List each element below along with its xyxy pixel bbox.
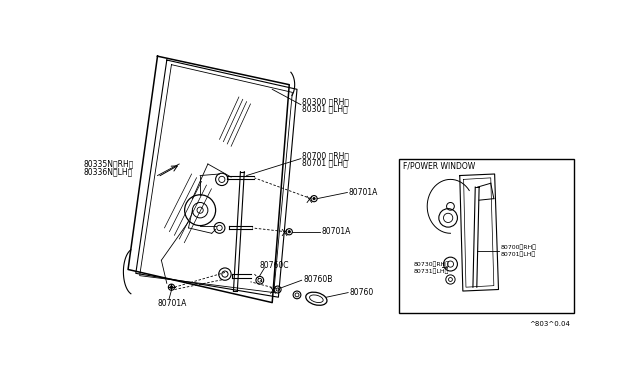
Text: 80701A: 80701A (349, 188, 378, 197)
Circle shape (313, 198, 316, 200)
Circle shape (170, 286, 173, 289)
Text: 80701〈LH〉: 80701〈LH〉 (501, 251, 536, 257)
Text: 80730〈RH〉: 80730〈RH〉 (413, 261, 449, 267)
Text: 80760C: 80760C (260, 261, 289, 270)
Text: 80701A: 80701A (157, 299, 187, 308)
Text: 80760: 80760 (349, 288, 374, 297)
Text: 80701A: 80701A (322, 227, 351, 236)
Text: 80301 〈LH〉: 80301 〈LH〉 (303, 105, 348, 114)
Text: 80700 〈RH〉: 80700 〈RH〉 (303, 151, 349, 160)
Text: 80300 〈RH〉: 80300 〈RH〉 (303, 97, 349, 106)
Text: F/POWER WINDOW: F/POWER WINDOW (403, 162, 476, 171)
Text: 80701 〈LH〉: 80701 〈LH〉 (303, 159, 348, 168)
Text: 80700〈RH〉: 80700〈RH〉 (501, 244, 537, 250)
Text: 80336N〈LH〉: 80336N〈LH〉 (84, 167, 133, 176)
Circle shape (197, 207, 204, 213)
Text: ^803^0.04: ^803^0.04 (529, 321, 570, 327)
Bar (399, 158, 573, 312)
Text: 80731〈LH〉: 80731〈LH〉 (413, 268, 449, 274)
Text: 80335N〈RH〉: 80335N〈RH〉 (84, 160, 134, 169)
Text: 80760B: 80760B (303, 275, 333, 284)
Circle shape (288, 231, 291, 233)
